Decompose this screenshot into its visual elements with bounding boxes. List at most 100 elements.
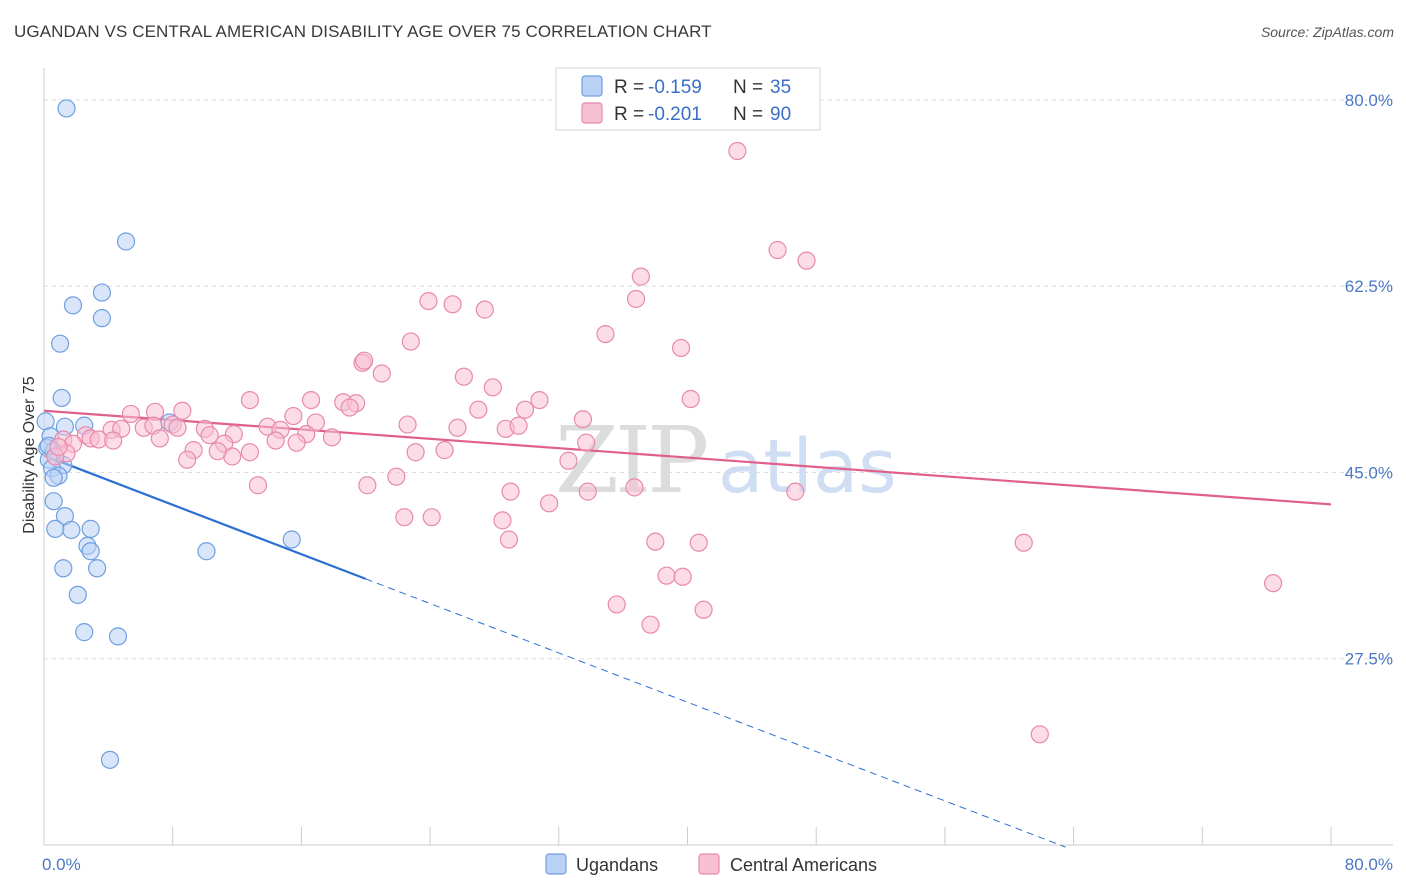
ugandans-point-2 <box>92 283 112 302</box>
central-americans-point-78 <box>395 508 414 527</box>
central-americans-point-60 <box>208 442 227 461</box>
y-tick-label-2: 62.5% <box>1345 277 1393 296</box>
central-americans-point-24 <box>515 400 535 419</box>
ugandans-point-29 <box>87 559 107 578</box>
central-americans-point-84 <box>1014 533 1033 552</box>
central-americans-point-86 <box>673 567 692 586</box>
legend-r-label-1: R = <box>614 104 644 125</box>
legend-box: R = -0.159 N = 35 R = -0.201 N = 90 <box>555 67 821 131</box>
central-americans-point-70 <box>387 467 406 486</box>
central-americans-trend-line <box>43 409 1332 506</box>
central-americans-point-34 <box>398 415 417 434</box>
central-americans-point-52 <box>150 429 169 448</box>
ugandans-point-4 <box>92 309 112 328</box>
central-americans-point-5 <box>443 295 462 314</box>
ugandans-point-33 <box>100 750 120 769</box>
central-americans-point-12 <box>355 351 374 370</box>
central-americans-point-80 <box>493 511 512 530</box>
central-americans-point-75 <box>625 478 644 497</box>
central-americans-point-44 <box>168 418 187 437</box>
y-tick-labels: 27.5% 45.0% 62.5% 80.0% <box>1345 91 1393 669</box>
central-americans-point-81 <box>499 530 519 549</box>
central-americans-point-37 <box>509 416 528 435</box>
central-americans-point-85 <box>657 566 676 585</box>
central-americans-point-69 <box>577 433 596 452</box>
central-americans-point-90 <box>694 600 713 619</box>
y-tick-label-1: 45.0% <box>1345 463 1393 482</box>
ugandans-point-22 <box>62 520 81 540</box>
ugandans-point-25 <box>81 542 100 561</box>
bottom-legend-swatch-ugandans <box>545 853 567 875</box>
central-americans-point-89 <box>641 615 660 634</box>
ugandans-point-28 <box>54 559 73 578</box>
central-americans-point-15 <box>483 378 502 397</box>
legend-n-value-0: 35 <box>770 77 791 98</box>
central-americans-point-58 <box>287 433 306 452</box>
ugandans-point-32 <box>108 627 128 646</box>
chart-title: UGANDAN VS CENTRAL AMERICAN DISABILITY A… <box>14 22 712 41</box>
ugandans-point-23 <box>81 519 100 538</box>
central-americans-point-83 <box>689 533 708 552</box>
bottom-legend-swatch-central-americans <box>698 853 720 875</box>
central-americans-point-38 <box>573 410 593 429</box>
central-americans-point-20 <box>340 398 359 417</box>
legend-n-label-0: N = <box>733 77 763 98</box>
central-americans-point-87 <box>1263 574 1283 593</box>
chart-source: Source: ZipAtlas.com <box>1260 24 1394 40</box>
central-americans-point-71 <box>358 476 377 495</box>
ugandans-point-3 <box>63 296 83 315</box>
central-americans-point-74 <box>578 482 597 501</box>
central-americans-point-29 <box>306 413 325 432</box>
central-americans-point-46 <box>200 426 219 445</box>
central-americans-point-65 <box>49 437 68 457</box>
central-americans-point-4 <box>419 292 438 311</box>
central-americans-point-22 <box>681 389 700 409</box>
central-americans-point-16 <box>240 390 260 410</box>
central-americans-point-82 <box>646 532 665 551</box>
central-americans-point-6 <box>475 300 494 319</box>
central-americans-point-1 <box>768 240 787 260</box>
central-americans-point-21 <box>530 390 549 410</box>
y-tick-label-0: 27.5% <box>1345 650 1393 669</box>
ugandans-point-19 <box>44 492 63 511</box>
bottom-legend-label-central-americans: Central Americans <box>730 855 877 875</box>
central-americans-point-7 <box>596 324 615 344</box>
central-americans-point-73 <box>501 482 520 501</box>
data-points <box>36 99 1283 769</box>
central-americans-point-55 <box>240 443 260 462</box>
trend-lines <box>43 409 1332 848</box>
bottom-legend-label-ugandans: Ugandans <box>576 855 658 875</box>
ugandans-trend-line <box>43 454 367 580</box>
central-americans-point-57 <box>266 431 285 450</box>
ugandans-point-27 <box>282 530 301 549</box>
legend-n-label-1: N = <box>733 104 763 125</box>
central-americans-point-9 <box>401 332 420 351</box>
central-americans-point-0 <box>728 141 747 161</box>
central-americans-point-17 <box>301 390 321 410</box>
x-tick-labels: 0.0% 80.0% <box>42 855 1393 874</box>
central-americans-point-88 <box>607 595 626 614</box>
central-americans-point-68 <box>559 451 578 470</box>
ugandans-trend-extension <box>365 578 1066 848</box>
central-americans-point-79 <box>422 508 441 527</box>
central-americans-point-25 <box>121 404 140 424</box>
ugandans-point-6 <box>52 388 71 408</box>
y-axis-label: Disability Age Over 75 <box>21 376 38 534</box>
central-americans-point-13 <box>372 364 391 383</box>
central-americans-point-23 <box>469 400 488 419</box>
central-americans-point-10 <box>671 338 691 358</box>
x-tick-label-0: 0.0% <box>42 855 81 874</box>
central-americans-point-3 <box>631 267 650 286</box>
central-americans-point-67 <box>435 441 454 460</box>
legend-n-value-1: 90 <box>770 104 791 125</box>
central-americans-point-28 <box>284 406 303 426</box>
central-americans-point-35 <box>448 418 467 437</box>
central-americans-point-27 <box>173 401 192 420</box>
ugandans-point-1 <box>116 232 136 251</box>
central-americans-point-66 <box>406 443 425 462</box>
grid-lines <box>44 99 1393 660</box>
central-americans-point-76 <box>786 482 805 501</box>
bottom-legend: Ugandans Central Americans <box>545 853 877 875</box>
legend-r-label-0: R = <box>614 77 644 98</box>
